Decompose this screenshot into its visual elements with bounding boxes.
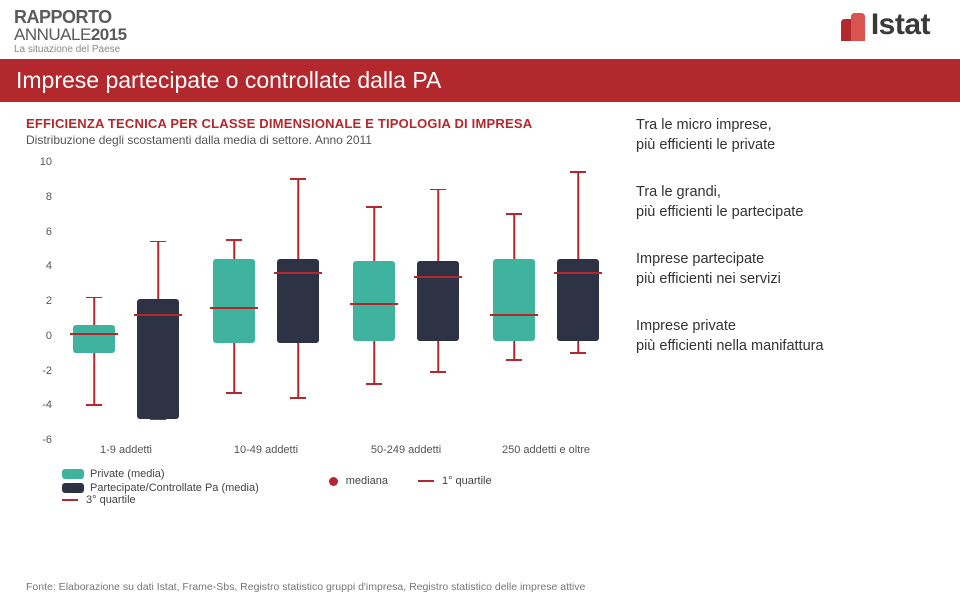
- note-4-line1: Imprese private: [636, 318, 736, 334]
- legend-private: Private (media): [62, 468, 259, 480]
- x-label: 250 addetti e oltre: [502, 444, 590, 456]
- istat-logo-icon: [841, 9, 867, 41]
- chart-column: EFFICIENZA TECNICA PER CLASSE DIMENSIONA…: [26, 116, 616, 506]
- note-3-line2: più efficienti nei servizi: [636, 270, 934, 290]
- source-footnote: Fonte: Elaborazione su dati Istat, Frame…: [26, 581, 585, 593]
- y-tick: -4: [26, 399, 52, 411]
- swatch-private: [62, 469, 84, 479]
- legend-q1: 1° quartile: [418, 475, 492, 487]
- y-tick: 8: [26, 191, 52, 203]
- legend: Private (media) Partecipate/Controllate …: [62, 468, 616, 506]
- istat-logo-text: Istat: [871, 8, 930, 42]
- content: EFFICIENZA TECNICA PER CLASSE DIMENSIONA…: [0, 102, 960, 506]
- report-logo-line2-b: 2015: [91, 25, 127, 44]
- y-tick: 10: [26, 156, 52, 168]
- note-1: Tra le micro imprese, più efficienti le …: [636, 116, 934, 155]
- page-title: Imprese partecipate o controllate dalla …: [0, 59, 960, 102]
- chart-subtitle: Distribuzione degli scostamenti dalla me…: [26, 133, 616, 147]
- x-label: 50-249 addetti: [371, 444, 441, 456]
- y-tick: 2: [26, 295, 52, 307]
- chart-title: EFFICIENZA TECNICA PER CLASSE DIMENSIONA…: [26, 116, 616, 131]
- chart-group: [56, 162, 196, 440]
- note-1-line2: più efficienti le private: [636, 136, 934, 156]
- legend-q3-label: 3° quartile: [86, 494, 136, 506]
- y-tick: -6: [26, 434, 52, 446]
- report-logo-line2-a: ANNUALE: [14, 25, 91, 44]
- legend-partecipate: Partecipate/Controllate Pa (media): [62, 482, 259, 494]
- swatch-q3: [62, 499, 78, 501]
- note-1-line1: Tra le micro imprese,: [636, 117, 772, 133]
- legend-median: mediana: [329, 475, 388, 487]
- y-axis: 1086420-2-4-6: [26, 162, 54, 440]
- y-tick: 4: [26, 260, 52, 272]
- note-4: Imprese private più efficienti nella man…: [636, 317, 934, 356]
- chart-group: [476, 162, 616, 440]
- legend-q3: 3° quartile: [62, 494, 136, 506]
- y-tick: 0: [26, 330, 52, 342]
- note-2-line2: più efficienti le partecipate: [636, 203, 934, 223]
- x-label: 10-49 addetti: [234, 444, 298, 456]
- legend-median-label: mediana: [346, 475, 388, 487]
- note-2: Tra le grandi, più efficienti le parteci…: [636, 183, 934, 222]
- y-tick: -2: [26, 365, 52, 377]
- report-logo-line2: ANNUALE2015: [14, 26, 127, 43]
- swatch-q1: [418, 480, 434, 482]
- note-3: Imprese partecipate più efficienti nei s…: [636, 250, 934, 289]
- report-logo-line1: RAPPORTO: [14, 8, 127, 26]
- note-3-line1: Imprese partecipate: [636, 251, 764, 267]
- legend-partecipate-label: Partecipate/Controllate Pa (media): [90, 482, 259, 494]
- y-tick: 6: [26, 226, 52, 238]
- swatch-median: [329, 477, 338, 486]
- x-label: 1-9 addetti: [100, 444, 152, 456]
- plot-area: [56, 162, 616, 440]
- x-axis: 1-9 addetti 10-49 addetti 50-249 addetti 25…: [56, 442, 616, 462]
- note-4-line2: più efficienti nella manifattura: [636, 337, 934, 357]
- istat-logo: Istat: [841, 8, 930, 42]
- legend-private-label: Private (media): [90, 468, 165, 480]
- chart-group: [336, 162, 476, 440]
- report-logo-line3: La situazione del Paese: [14, 45, 127, 55]
- legend-q1-label: 1° quartile: [442, 475, 492, 487]
- header: RAPPORTO ANNUALE2015 La situazione del P…: [0, 0, 960, 59]
- note-2-line1: Tra le grandi,: [636, 184, 721, 200]
- chart-group: [196, 162, 336, 440]
- chart-area: 1086420-2-4-6 1-9 addetti10-49 addetti50…: [26, 161, 616, 462]
- notes-column: Tra le micro imprese, più efficienti le …: [636, 116, 934, 506]
- report-logo: RAPPORTO ANNUALE2015 La situazione del P…: [14, 8, 127, 55]
- swatch-partecipate: [62, 483, 84, 493]
